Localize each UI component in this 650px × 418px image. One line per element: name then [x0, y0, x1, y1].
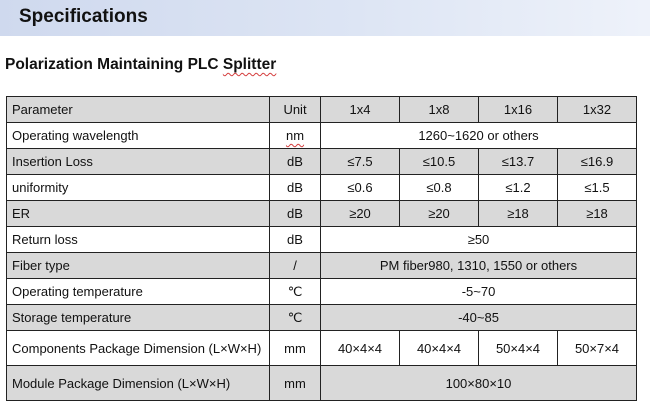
- table-row-fiber-type: Fiber type / PM fiber980, 1310, 1550 or …: [6, 252, 637, 279]
- value-cell: ≥50: [320, 226, 637, 253]
- parameter-cell: Return loss: [6, 226, 270, 253]
- table-row-insertion-loss: Insertion Loss dB ≤7.5 ≤10.5 ≤13.7 ≤16.9: [6, 148, 637, 175]
- parameter-cell: Operating temperature: [6, 278, 270, 305]
- parameter-cell: Storage temperature: [6, 304, 270, 331]
- value-cell: -40~85: [320, 304, 637, 331]
- value-cell: PM fiber980, 1310, 1550 or others: [320, 252, 637, 279]
- value-cell: 50×4×4: [478, 330, 558, 366]
- header-cell-1x4: 1x4: [320, 96, 400, 123]
- unit-cell: dB: [269, 226, 321, 253]
- value-cell: ≤10.5: [399, 148, 479, 175]
- unit-cell: mm: [269, 330, 321, 366]
- value-cell: ≥20: [399, 200, 479, 227]
- table-header-row: Parameter Unit 1x4 1x8 1x16 1x32: [6, 96, 637, 123]
- value-cell: ≤0.6: [320, 174, 400, 201]
- specifications-header: Specifications: [0, 0, 650, 36]
- value-cell: ≤1.5: [557, 174, 637, 201]
- specifications-table: Parameter Unit 1x4 1x8 1x16 1x32 Operati…: [6, 96, 637, 401]
- unit-cell: /: [269, 252, 321, 279]
- table-row-storage-temperature: Storage temperature ℃ -40~85: [6, 304, 637, 331]
- value-cell: ≤16.9: [557, 148, 637, 175]
- table-row-operating-temperature: Operating temperature ℃ -5~70: [6, 278, 637, 305]
- table-row-operating-wavelength: Operating wavelength nm 1260~1620 or oth…: [6, 122, 637, 149]
- unit-text: nm: [285, 128, 305, 143]
- value-cell: 1260~1620 or others: [320, 122, 637, 149]
- header-cell-1x32: 1x32: [557, 96, 637, 123]
- table-row-uniformity: uniformity dB ≤0.6 ≤0.8 ≤1.2 ≤1.5: [6, 174, 637, 201]
- product-title-text: Polarization Maintaining PLC: [5, 56, 223, 73]
- value-cell: 40×4×4: [320, 330, 400, 366]
- unit-cell: ℃: [269, 278, 321, 305]
- value-cell: ≤7.5: [320, 148, 400, 175]
- parameter-cell: Components Package Dimension (L×W×H): [6, 330, 270, 366]
- value-cell: ≥20: [320, 200, 400, 227]
- table-row-components-package-dimension: Components Package Dimension (L×W×H) mm …: [6, 330, 637, 366]
- header-cell-1x16: 1x16: [478, 96, 558, 123]
- table-row-er: ER dB ≥20 ≥20 ≥18 ≥18: [6, 200, 637, 227]
- value-cell: ≤0.8: [399, 174, 479, 201]
- value-cell: ≤13.7: [478, 148, 558, 175]
- value-cell: 100×80×10: [320, 365, 637, 401]
- unit-cell: dB: [269, 148, 321, 175]
- product-title: Polarization Maintaining PLC Splitter: [5, 56, 276, 74]
- header-cell-unit: Unit: [269, 96, 321, 123]
- specifications-title: Specifications: [19, 6, 148, 27]
- table-row-return-loss: Return loss dB ≥50: [6, 226, 637, 253]
- value-cell: 40×4×4: [399, 330, 479, 366]
- value-cell: ≥18: [478, 200, 558, 227]
- parameter-cell: uniformity: [6, 174, 270, 201]
- parameter-cell: Insertion Loss: [6, 148, 270, 175]
- value-cell: ≤1.2: [478, 174, 558, 201]
- header-cell-parameter: Parameter: [6, 96, 270, 123]
- header-cell-1x8: 1x8: [399, 96, 479, 123]
- value-cell: 50×7×4: [557, 330, 637, 366]
- value-cell: ≥18: [557, 200, 637, 227]
- unit-cell: nm: [269, 122, 321, 149]
- parameter-cell: Operating wavelength: [6, 122, 270, 149]
- value-cell: -5~70: [320, 278, 637, 305]
- unit-cell: dB: [269, 200, 321, 227]
- unit-cell: mm: [269, 365, 321, 401]
- unit-cell: ℃: [269, 304, 321, 331]
- parameter-cell: Fiber type: [6, 252, 270, 279]
- parameter-cell: ER: [6, 200, 270, 227]
- table-row-module-package-dimension: Module Package Dimension (L×W×H) mm 100×…: [6, 365, 637, 401]
- product-title-flagged-word: Splitter: [222, 56, 277, 73]
- parameter-cell: Module Package Dimension (L×W×H): [6, 365, 270, 401]
- unit-cell: dB: [269, 174, 321, 201]
